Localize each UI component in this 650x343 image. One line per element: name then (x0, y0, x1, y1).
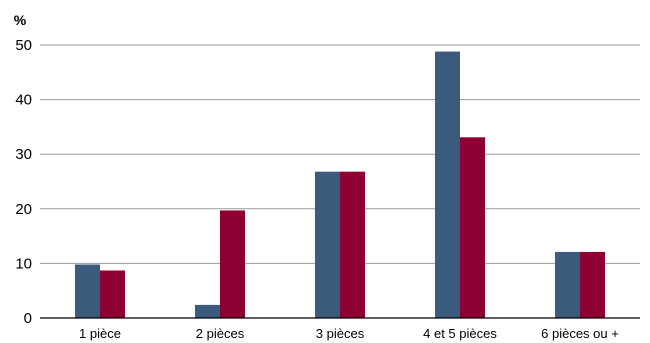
gridlines (40, 44, 640, 264)
y-tick-label: 20 (15, 201, 32, 218)
x-category-label: 1 pièce (79, 326, 121, 341)
y-tick-label: 10 (15, 255, 32, 272)
x-axis-category-labels: 1 pièce 2 pièces 3 pièces 4 et 5 pièces 6 pi… (79, 326, 619, 341)
bar-series-1-3 (315, 171, 340, 318)
y-axis-unit-label: % (14, 12, 27, 28)
x-category-label: 6 pièces ou + (541, 326, 619, 341)
bar-series-2-5 (580, 251, 605, 318)
y-tick-label: 30 (15, 146, 32, 163)
bar-series-1-2 (195, 304, 220, 318)
bar-series (75, 51, 605, 318)
y-tick-label: 40 (15, 92, 32, 109)
x-category-label: 2 pièces (196, 326, 245, 341)
y-tick-label: 0 (24, 310, 32, 327)
y-tick-label: 50 (15, 37, 32, 54)
bar-series-1-4 (435, 51, 460, 318)
bar-series-1-1 (75, 264, 100, 318)
bar-series-2-4 (460, 137, 485, 318)
x-category-label: 3 pièces (316, 326, 365, 341)
bar-series-2-3 (340, 171, 365, 318)
bar-series-2-2 (220, 210, 245, 318)
bar-series-2-1 (100, 270, 125, 318)
x-category-label: 4 et 5 pièces (423, 326, 497, 341)
y-axis-tick-labels: 0 10 20 30 40 50 (15, 37, 32, 327)
bar-series-1-5 (555, 251, 580, 318)
